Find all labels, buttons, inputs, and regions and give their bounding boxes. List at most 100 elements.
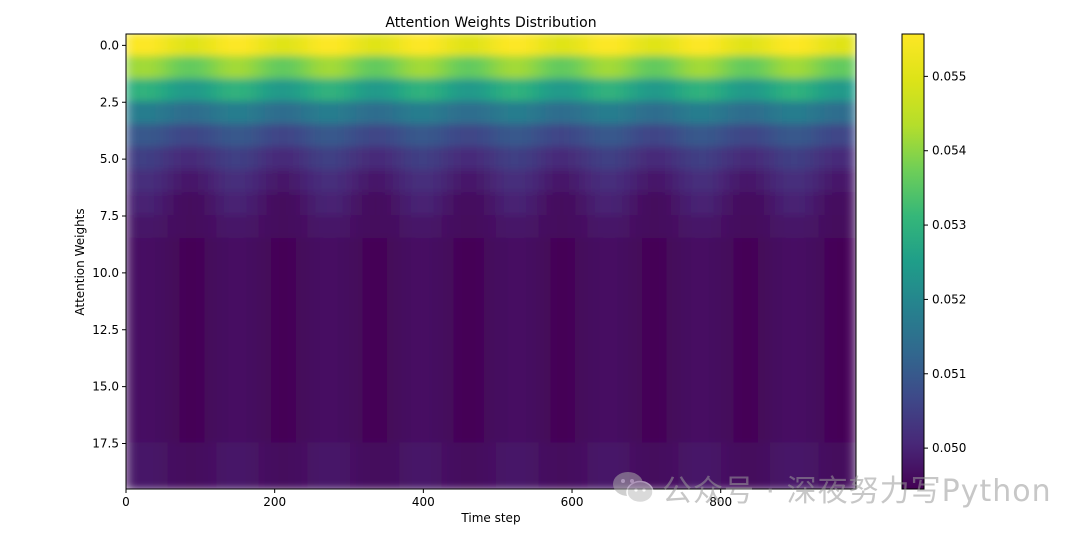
heatmap-cell: [283, 124, 292, 149]
heatmap-cell: [532, 34, 541, 58]
heatmap-cell: [295, 465, 304, 489]
heatmap-cell: [593, 283, 602, 308]
heatmap-cell: [143, 146, 152, 172]
heatmap-cell: [660, 192, 669, 217]
colorbar-gradient: [901, 33, 925, 490]
heatmap-cell: [715, 101, 724, 126]
heatmap-cell: [246, 124, 255, 149]
heatmap-cell: [204, 55, 213, 81]
heatmap-cell: [556, 215, 565, 240]
heatmap-cell: [709, 215, 718, 240]
heatmap-cell: [447, 283, 456, 308]
heatmap-cell: [672, 328, 681, 354]
heatmap-cell: [337, 374, 346, 399]
heatmap-cell: [198, 169, 207, 195]
heatmap-cell: [423, 34, 432, 58]
heatmap-cell: [283, 55, 292, 81]
heatmap-cell: [611, 101, 620, 126]
heatmap-cell: [800, 397, 809, 422]
heatmap-cell: [502, 101, 511, 126]
wechat-icon: [613, 472, 654, 504]
heatmap-cell: [812, 146, 821, 172]
heatmap-cell: [313, 101, 322, 126]
heatmap-cell: [830, 328, 839, 354]
heatmap-cell: [672, 306, 681, 331]
heatmap-cell: [824, 419, 833, 445]
heatmap-cell: [155, 101, 164, 126]
heatmap-cell: [575, 397, 584, 422]
heatmap-cell: [757, 146, 766, 172]
heatmap-cell: [289, 192, 298, 217]
heatmap-cell: [739, 260, 748, 286]
heatmap-cell: [818, 419, 827, 445]
heatmap-cell: [295, 55, 304, 81]
heatmap-cell: [258, 146, 267, 172]
heatmap-cell: [538, 215, 547, 240]
heatmap-cell: [264, 55, 273, 81]
heatmap-cell: [307, 442, 316, 468]
heatmap-cell: [271, 419, 280, 445]
heatmap-cell: [240, 374, 249, 399]
heatmap-cell: [435, 374, 444, 399]
heatmap-cell: [126, 374, 134, 399]
heatmap-cell: [398, 306, 407, 331]
heatmap-cell: [727, 55, 736, 81]
heatmap-cell: [769, 124, 778, 149]
heatmap-cell: [429, 34, 438, 58]
heatmap-cell: [508, 34, 517, 58]
heatmap-cell: [331, 34, 340, 58]
heatmap-cell: [240, 306, 249, 331]
heatmap-cell: [629, 34, 638, 58]
heatmap-cell: [149, 374, 158, 399]
heatmap-cell: [775, 192, 784, 217]
heatmap-cell: [149, 192, 158, 217]
heatmap-cell: [350, 78, 359, 104]
heatmap-cell: [709, 328, 718, 354]
heatmap-cell: [782, 260, 791, 286]
heatmap-cell: [782, 78, 791, 104]
heatmap-cell: [642, 237, 651, 263]
heatmap-cell: [605, 260, 614, 286]
heatmap-cell: [502, 169, 511, 195]
heatmap-cell: [277, 419, 286, 445]
heatmap-cell: [173, 328, 182, 354]
heatmap-cell: [143, 55, 152, 81]
heatmap-cell: [161, 215, 170, 240]
heatmap-cell: [715, 169, 724, 195]
heatmap-cell: [654, 465, 663, 489]
heatmap-cell: [368, 34, 377, 58]
heatmap-cell: [684, 419, 693, 445]
heatmap-cell: [137, 34, 146, 58]
heatmap-cell: [812, 351, 821, 377]
heatmap-cell: [800, 101, 809, 126]
heatmap-cell: [836, 215, 845, 240]
heatmap-cell: [745, 101, 754, 126]
heatmap-cell: [623, 215, 632, 240]
heatmap-cell: [532, 55, 541, 81]
heatmap-cell: [173, 101, 182, 126]
heatmap-cell: [429, 169, 438, 195]
heatmap-cell: [447, 78, 456, 104]
heatmap-cell: [514, 397, 523, 422]
heatmap-cell: [222, 55, 231, 81]
heatmap-cell: [660, 397, 669, 422]
heatmap-cell: [709, 124, 718, 149]
x-axis-label: Time step: [460, 511, 520, 525]
heatmap-cell: [782, 374, 791, 399]
heatmap-cell: [605, 101, 614, 126]
y-tick-label: 15.0: [92, 380, 119, 394]
heatmap-cell: [137, 442, 146, 468]
heatmap-cell: [508, 260, 517, 286]
heatmap-cell: [575, 283, 584, 308]
heatmap-cell: [350, 124, 359, 149]
heatmap-cell: [508, 215, 517, 240]
heatmap-cell: [313, 146, 322, 172]
heatmap-cell: [167, 101, 176, 126]
heatmap-cell: [824, 169, 833, 195]
heatmap-cell: [514, 78, 523, 104]
heatmap-cell: [556, 328, 565, 354]
heatmap-cell: [289, 351, 298, 377]
heatmap-cell: [629, 442, 638, 468]
heatmap-cell: [392, 101, 401, 126]
heatmap-cell: [745, 442, 754, 468]
